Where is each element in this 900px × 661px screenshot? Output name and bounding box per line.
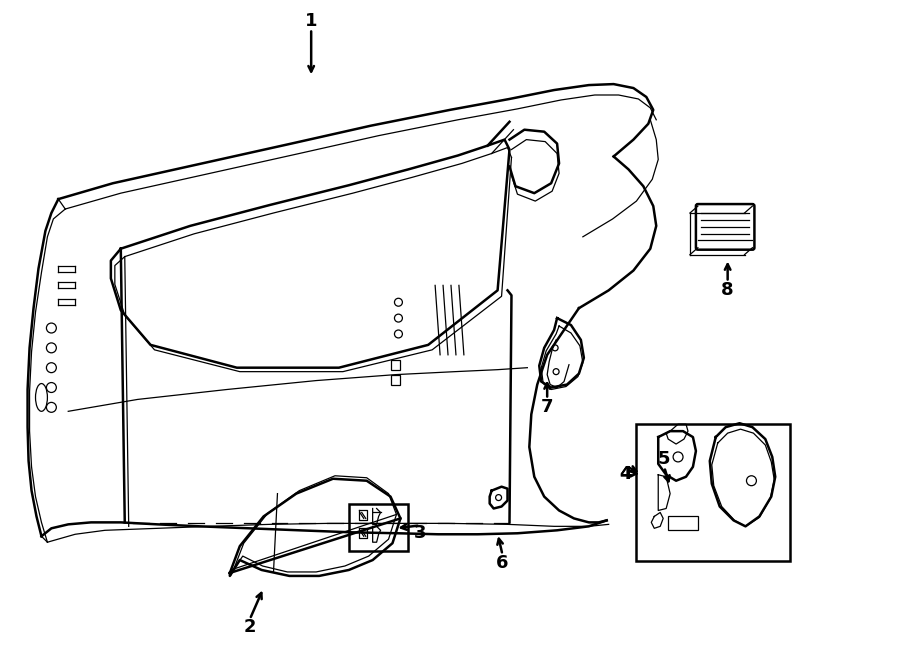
Bar	[349, 504, 409, 551]
Text: 5: 5	[658, 450, 670, 468]
Bar	[391, 375, 401, 385]
Text: 4: 4	[619, 465, 632, 483]
FancyBboxPatch shape	[696, 204, 754, 250]
Text: 3: 3	[414, 524, 427, 542]
Text: 4: 4	[619, 465, 632, 483]
Ellipse shape	[35, 383, 48, 411]
Bar	[636, 424, 790, 561]
Text: 6: 6	[496, 554, 508, 572]
Text: 7: 7	[541, 399, 554, 416]
Text: 1: 1	[305, 12, 318, 30]
Bar	[391, 360, 401, 369]
Bar	[668, 516, 698, 530]
Text: 8: 8	[721, 282, 734, 299]
Text: 2: 2	[243, 619, 256, 637]
